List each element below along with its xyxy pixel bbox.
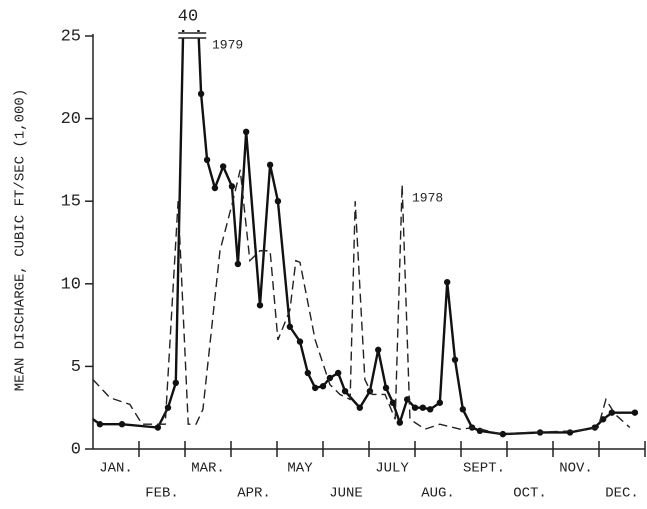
data-point (459, 406, 467, 413)
x-tick-label: JULY (375, 461, 409, 477)
data-point (242, 128, 250, 136)
x-tick-label: FEB. (145, 486, 179, 502)
y-tick-label: 25 (61, 27, 81, 46)
x-tick-label: NOV. (559, 461, 593, 477)
x-tick-label: OCT. (513, 486, 547, 502)
y-tick-label: 15 (61, 193, 81, 212)
x-tick-label: SEPT. (463, 461, 505, 477)
y-tick-label: 10 (61, 275, 81, 294)
x-tick-label: JAN. (99, 461, 133, 477)
x-tick-label: APR. (237, 486, 271, 502)
x-tick-label: JUNE (329, 486, 363, 502)
data-point (154, 424, 162, 431)
data-point (426, 406, 434, 413)
series-label: 1978 (412, 190, 443, 205)
axis-break (178, 32, 207, 38)
data-point (164, 404, 172, 411)
data-point (274, 198, 282, 205)
y-tick-label: 0 (71, 440, 81, 459)
data-point (266, 161, 274, 169)
data-point (411, 404, 419, 411)
data-point (219, 163, 227, 170)
data-point (211, 184, 219, 192)
data-point (436, 399, 444, 406)
plot-area (92, 30, 639, 438)
series-line (92, 169, 631, 435)
data-point (499, 430, 507, 438)
data-point (296, 338, 304, 345)
x-tick-label: MAR. (191, 461, 225, 477)
data-point (396, 419, 404, 426)
peak-annotation: 40 (178, 7, 198, 26)
data-point (382, 384, 390, 392)
x-tick-label: DEC. (605, 486, 639, 502)
data-point (256, 302, 264, 309)
y-tick-label: 5 (71, 358, 81, 377)
data-point (228, 183, 236, 190)
data-point (286, 323, 294, 330)
data-point (96, 421, 104, 428)
data-point (118, 421, 126, 428)
data-point (234, 260, 242, 268)
data-point (566, 429, 574, 436)
data-point (311, 384, 319, 392)
data-point (172, 379, 179, 387)
x-tick-label: MAY (287, 461, 313, 477)
data-point (203, 156, 211, 164)
data-point (631, 409, 639, 416)
data-point (356, 404, 363, 411)
data-point (341, 387, 349, 395)
data-point (334, 369, 342, 377)
data-point (389, 399, 397, 406)
data-point (451, 356, 459, 363)
data-point (444, 278, 451, 286)
data-point (319, 383, 327, 390)
data-point (197, 90, 205, 98)
y-axis-label: MEAN DISCHARGE, CUBIC FT/SEC (1,000) (13, 89, 29, 391)
data-point (326, 374, 334, 382)
data-point (419, 404, 427, 411)
data-point (304, 369, 312, 377)
y-tick-label: 20 (61, 110, 81, 129)
data-point (375, 346, 382, 354)
series-label: 1979 (212, 37, 243, 52)
x-tick-label: AUG. (421, 486, 455, 502)
